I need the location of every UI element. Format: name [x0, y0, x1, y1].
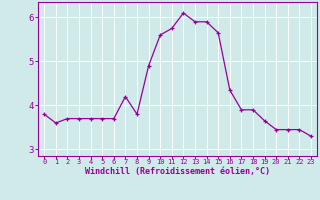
- X-axis label: Windchill (Refroidissement éolien,°C): Windchill (Refroidissement éolien,°C): [85, 167, 270, 176]
